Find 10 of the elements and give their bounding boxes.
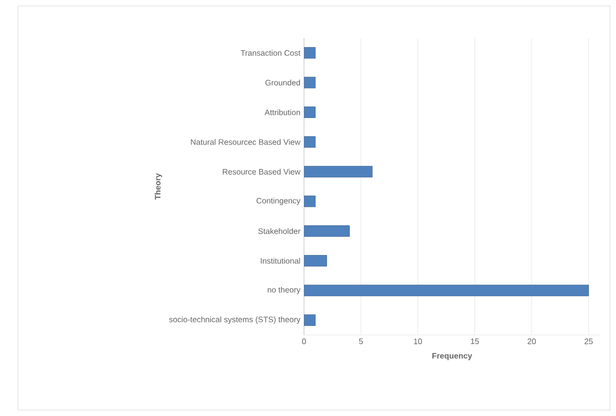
bar [304, 76, 316, 88]
bar [304, 284, 589, 296]
bar [304, 225, 350, 237]
bar [304, 106, 316, 118]
bar [304, 255, 327, 266]
bar [304, 47, 316, 59]
bar [304, 314, 316, 326]
bar [304, 166, 373, 178]
bar [304, 136, 316, 148]
bar [304, 196, 316, 208]
